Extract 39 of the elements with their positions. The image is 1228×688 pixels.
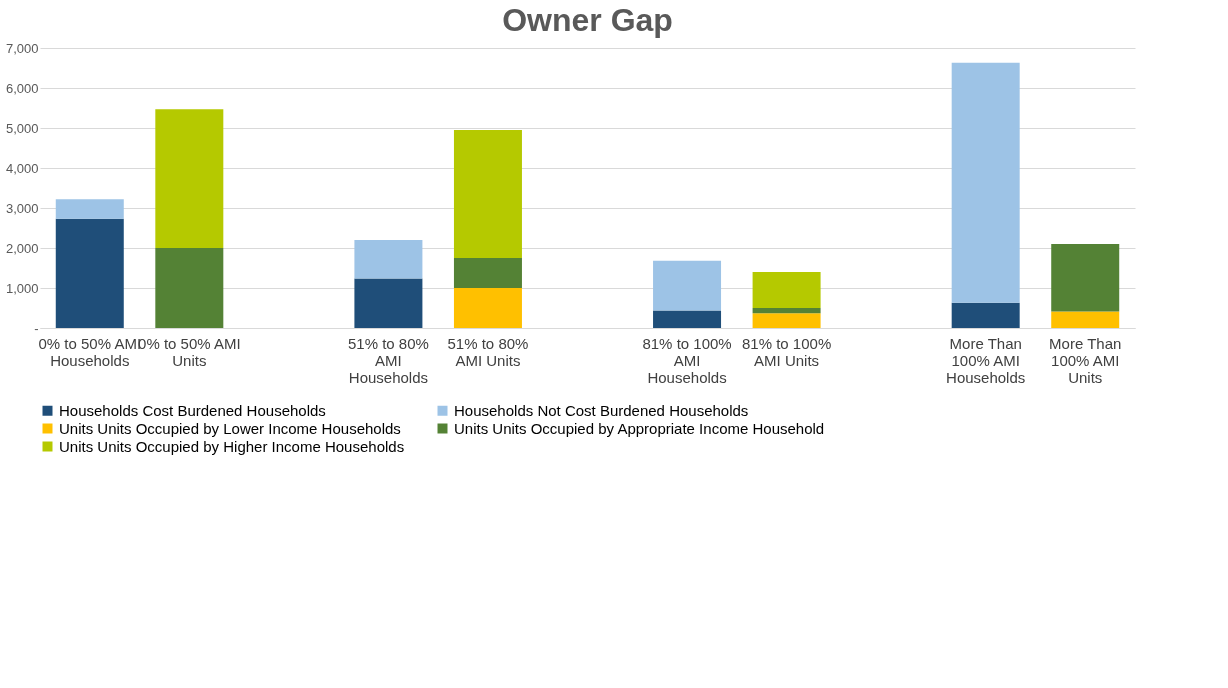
legend-label: Households Not Cost Burdened Households xyxy=(454,401,749,419)
x-tick-label: 51% to 80% AMI Units xyxy=(447,334,529,369)
legend-label: Households Cost Burdened Households xyxy=(59,401,326,419)
bar xyxy=(453,130,522,258)
chart-title: Owner Gap xyxy=(502,2,673,38)
legend-label: Units Units Occupied by Appropriate Income Household xyxy=(454,419,825,437)
x-tick-label: More Than 100% AMI Units xyxy=(1049,334,1122,386)
x-tick-label: 51% to 80% AMI Households xyxy=(347,334,429,386)
x-tick-label: More Than 100% AMI Households xyxy=(946,334,1026,386)
bar xyxy=(951,62,1020,303)
legend-label: Units Units Occupied by Higher Income Households xyxy=(59,437,405,455)
bar xyxy=(752,272,821,308)
bar xyxy=(354,240,423,279)
y-tick-label: 4,000 xyxy=(5,160,39,176)
y-tick-label: 3,000 xyxy=(5,200,39,216)
y-tick-label: 7,000 xyxy=(5,40,39,56)
bar xyxy=(653,260,722,311)
legend-label: Units Units Occupied by Lower Income Households xyxy=(59,419,401,437)
y-tick-label: 5,000 xyxy=(5,120,39,136)
y-tick-label: 6,000 xyxy=(5,80,39,96)
bar xyxy=(951,302,1020,328)
bar xyxy=(1051,311,1120,328)
x-tick-label: 81% to 100% AMI Units xyxy=(741,334,832,369)
bar xyxy=(55,218,124,328)
bar xyxy=(453,258,522,288)
bar xyxy=(155,248,224,328)
x-tick-label: 0% to 50% AMI Units xyxy=(138,334,241,369)
bar xyxy=(354,278,423,328)
y-tick-label: 1,000 xyxy=(5,280,39,296)
y-tick-label: - xyxy=(34,320,39,336)
y-tick-label: 2,000 xyxy=(5,240,39,256)
bar xyxy=(55,199,124,219)
bar xyxy=(653,310,722,328)
bar xyxy=(453,288,522,328)
x-tick-label: 81% to 100% AMI Households xyxy=(642,334,732,386)
bar xyxy=(155,109,224,248)
bar xyxy=(1051,244,1120,312)
bar xyxy=(752,313,821,328)
bar xyxy=(752,308,821,314)
